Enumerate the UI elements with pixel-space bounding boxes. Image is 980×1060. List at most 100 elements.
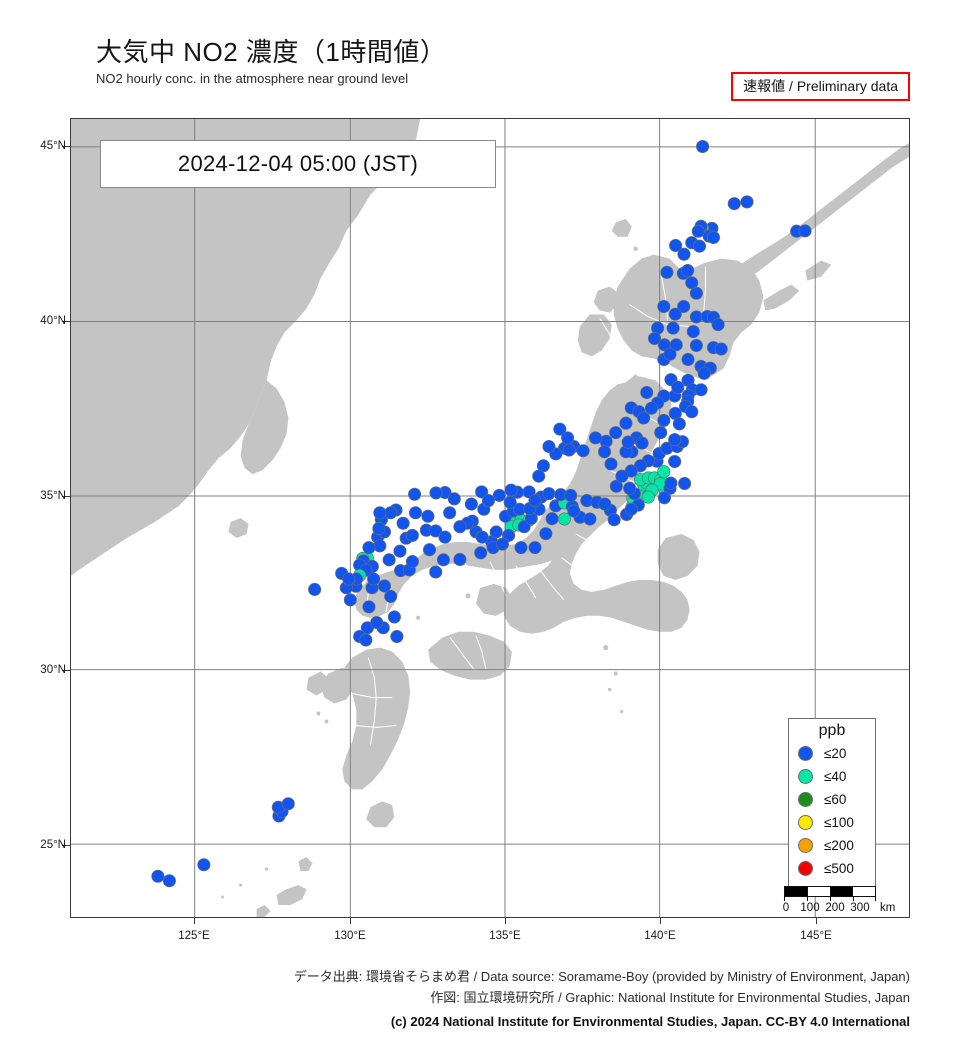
station-point[interactable] — [657, 491, 671, 505]
station-point[interactable] — [689, 310, 703, 324]
station-point[interactable] — [542, 487, 556, 501]
station-point[interactable] — [706, 230, 721, 245]
station-point[interactable] — [615, 469, 629, 483]
station-point[interactable] — [308, 582, 322, 596]
station-point[interactable] — [370, 616, 384, 630]
station-point[interactable] — [672, 417, 686, 431]
station-point[interactable] — [588, 431, 603, 445]
station-point[interactable] — [711, 318, 725, 332]
station-point[interactable] — [362, 541, 376, 555]
station-point[interactable] — [532, 469, 546, 483]
station-point[interactable] — [677, 247, 691, 261]
station-point[interactable] — [678, 476, 692, 491]
station-point[interactable] — [663, 347, 677, 361]
station-point[interactable] — [443, 506, 457, 520]
station-point[interactable] — [553, 422, 567, 436]
station-point[interactable] — [453, 520, 467, 534]
legend-item-200[interactable]: ≤200 — [789, 834, 875, 857]
station-point[interactable] — [657, 413, 671, 427]
station-point[interactable] — [481, 494, 495, 508]
station-point[interactable] — [421, 509, 435, 523]
station-point[interactable] — [382, 553, 396, 567]
station-point[interactable] — [640, 386, 654, 400]
station-point[interactable] — [405, 528, 419, 542]
station-point[interactable] — [373, 506, 387, 520]
station-point[interactable] — [514, 541, 528, 555]
station-point[interactable] — [561, 431, 575, 445]
station-point[interactable] — [609, 479, 623, 493]
station-point[interactable] — [408, 506, 423, 520]
station-point[interactable] — [362, 600, 376, 614]
station-point[interactable] — [692, 239, 707, 253]
station-point[interactable] — [669, 338, 683, 352]
station-point[interactable] — [677, 299, 691, 314]
legend-item-20[interactable]: ≤20 — [789, 742, 875, 765]
station-point[interactable] — [668, 307, 682, 321]
station-point[interactable] — [727, 197, 741, 211]
station-point[interactable] — [504, 483, 518, 497]
station-point[interactable] — [609, 426, 623, 440]
station-point[interactable] — [637, 411, 651, 425]
station-point[interactable] — [495, 537, 509, 551]
station-point[interactable] — [393, 544, 407, 558]
station-point[interactable] — [567, 504, 581, 518]
station-point[interactable] — [162, 874, 176, 888]
legend-item-60[interactable]: ≤60 — [789, 788, 875, 811]
station-point[interactable] — [436, 553, 450, 567]
station-point[interactable] — [197, 858, 211, 872]
station-point[interactable] — [447, 492, 461, 506]
station-point[interactable] — [438, 530, 452, 544]
station-point[interactable] — [681, 264, 695, 278]
station-point[interactable] — [564, 488, 578, 502]
station-point[interactable] — [373, 539, 387, 553]
station-point[interactable] — [624, 502, 638, 516]
station-point[interactable] — [453, 552, 467, 566]
station-point[interactable] — [668, 433, 682, 447]
station-point[interactable] — [635, 436, 649, 450]
station-point[interactable] — [557, 512, 572, 526]
station-point[interactable] — [387, 610, 401, 624]
station-point[interactable] — [740, 195, 754, 209]
station-point[interactable] — [422, 543, 437, 557]
station-point[interactable] — [372, 521, 386, 535]
station-point[interactable] — [576, 444, 590, 458]
station-point[interactable] — [343, 593, 357, 607]
station-point[interactable] — [429, 565, 443, 579]
station-point[interactable] — [644, 401, 658, 415]
station-point[interactable] — [666, 321, 680, 335]
station-point[interactable] — [517, 520, 531, 534]
station-point[interactable] — [475, 485, 489, 499]
station-point[interactable] — [390, 629, 404, 644]
station-point[interactable] — [685, 405, 699, 419]
station-point[interactable] — [396, 516, 410, 530]
station-point[interactable] — [660, 265, 674, 279]
station-point[interactable] — [489, 525, 503, 539]
station-point[interactable] — [151, 869, 165, 883]
station-point[interactable] — [492, 488, 506, 502]
station-point[interactable] — [664, 476, 678, 490]
station-point[interactable] — [607, 513, 621, 527]
station-point[interactable] — [405, 555, 419, 569]
legend-item-40[interactable]: ≤40 — [789, 765, 875, 788]
station-point[interactable] — [714, 342, 728, 356]
legend-item-500[interactable]: ≤500 — [789, 857, 875, 880]
station-point[interactable] — [641, 490, 655, 504]
station-point[interactable] — [281, 797, 295, 811]
station-point[interactable] — [539, 527, 553, 541]
station-point[interactable] — [528, 494, 542, 508]
station-point[interactable] — [562, 443, 576, 457]
station-point[interactable] — [545, 512, 559, 526]
station-point[interactable] — [474, 546, 488, 560]
station-point[interactable] — [621, 435, 635, 449]
station-point[interactable] — [654, 426, 668, 440]
station-point[interactable] — [668, 455, 682, 469]
station-point[interactable] — [686, 325, 700, 339]
station-point[interactable] — [429, 524, 443, 538]
station-point[interactable] — [604, 457, 618, 471]
station-point[interactable] — [598, 497, 612, 511]
station-point[interactable] — [475, 530, 489, 544]
station-point[interactable] — [377, 579, 392, 593]
station-point[interactable] — [657, 465, 671, 479]
station-point[interactable] — [619, 416, 633, 430]
station-point[interactable] — [798, 224, 812, 238]
